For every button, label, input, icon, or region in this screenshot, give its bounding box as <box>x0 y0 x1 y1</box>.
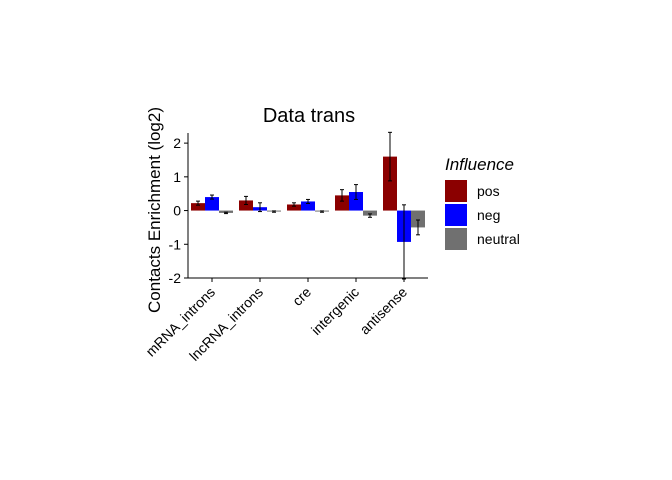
bar-pos-lncRNA_introns <box>239 200 253 211</box>
x-tick-label-cre: cre <box>289 284 314 309</box>
chart-title: Data trans <box>263 105 355 127</box>
legend-label-neutral: neutral <box>477 231 520 247</box>
legend-swatch-neutral <box>445 228 467 250</box>
bar-pos-antisense <box>383 156 397 211</box>
x-tick-label-intergenic: intergenic <box>308 284 362 338</box>
legend-swatch-neg <box>445 204 467 226</box>
legend-swatch-pos <box>445 180 467 202</box>
legend-label-pos: pos <box>477 183 500 199</box>
bar-neutral-antisense <box>411 210 425 228</box>
bar-neutral-intergenic <box>363 210 377 216</box>
y-tick-label: 1 <box>173 169 181 185</box>
x-tick-label-antisense: antisense <box>356 284 410 338</box>
y-tick-label: -2 <box>169 270 182 286</box>
bar-neg-mRNA_introns <box>205 197 219 211</box>
y-axis-label: Contacts Enrichment (log2) <box>145 107 164 313</box>
y-tick-label: 2 <box>173 135 181 151</box>
bar-neg-cre <box>301 201 315 211</box>
bar-neutral-mRNA_introns <box>219 210 233 213</box>
bar-pos-mRNA_introns <box>191 203 205 211</box>
legend-title: Influence <box>445 155 514 174</box>
bar-neg-intergenic <box>349 192 363 211</box>
y-tick-label: 0 <box>173 203 181 219</box>
bar-pos-cre <box>287 204 301 211</box>
bar-pos-intergenic <box>335 195 349 211</box>
y-tick-label: -1 <box>169 236 182 252</box>
legend-label-neg: neg <box>477 207 500 223</box>
legend: Influence pos neg neutral <box>445 155 520 250</box>
